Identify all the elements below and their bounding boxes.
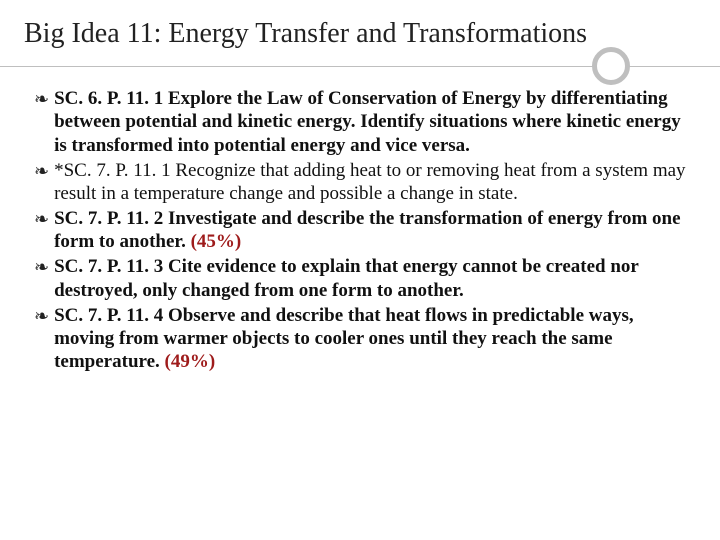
item-code: *SC. 7. P. 11. 1 — [54, 160, 171, 181]
bullet-icon: ❧ — [34, 209, 48, 230]
divider-line — [0, 66, 720, 67]
list-item: ❧ SC. 6. P. 11. 1 Explore the Law of Con… — [34, 87, 686, 157]
item-pct: (49%) — [165, 351, 216, 372]
item-code: SC. 6. P. 11. 1 — [54, 88, 163, 109]
bullet-icon: ❧ — [34, 306, 48, 327]
circle-accent-icon — [592, 47, 630, 85]
item-code: SC. 7. P. 11. 2 — [54, 208, 163, 229]
content-list: ❧ SC. 6. P. 11. 1 Explore the Law of Con… — [0, 67, 720, 373]
bullet-icon: ❧ — [34, 257, 48, 278]
slide: Big Idea 11: Energy Transfer and Transfo… — [0, 0, 720, 540]
item-pct: (45%) — [191, 231, 242, 252]
list-item-text: *SC. 7. P. 11. 1 Recognize that adding h… — [54, 159, 686, 205]
list-item-text: SC. 7. P. 11. 3 Cite evidence to explain… — [54, 255, 686, 301]
list-item: ❧ *SC. 7. P. 11. 1 Recognize that adding… — [34, 159, 686, 205]
item-code: SC. 7. P. 11. 3 — [54, 256, 163, 277]
item-code: SC. 7. P. 11. 4 — [54, 305, 163, 326]
list-item-text: SC. 7. P. 11. 2 Investigate and describe… — [54, 207, 686, 253]
list-item: ❧ SC. 7. P. 11. 2 Investigate and descri… — [34, 207, 686, 253]
bullet-icon: ❧ — [34, 89, 48, 110]
bullet-icon: ❧ — [34, 161, 48, 182]
list-item-text: SC. 6. P. 11. 1 Explore the Law of Conse… — [54, 87, 686, 157]
slide-title: Big Idea 11: Energy Transfer and Transfo… — [24, 18, 696, 50]
list-item-text: SC. 7. P. 11. 4 Observe and describe tha… — [54, 304, 686, 374]
list-item: ❧ SC. 7. P. 11. 3 Cite evidence to expla… — [34, 255, 686, 301]
list-item: ❧ SC. 7. P. 11. 4 Observe and describe t… — [34, 304, 686, 374]
